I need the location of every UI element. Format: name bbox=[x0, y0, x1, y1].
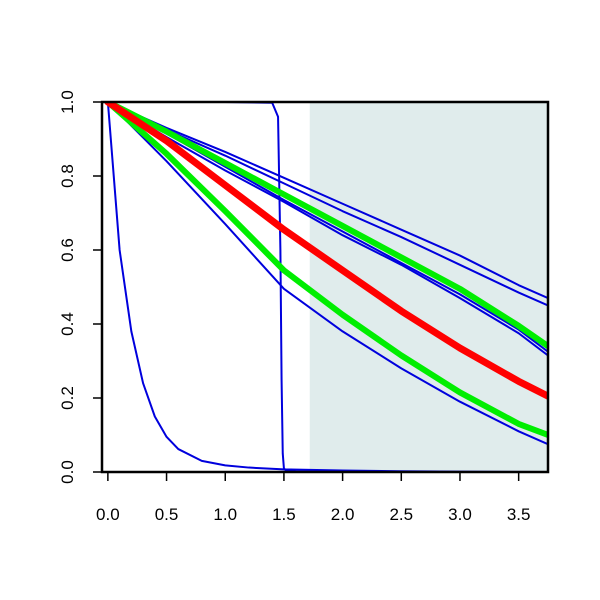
series-line-9 bbox=[104, 102, 548, 438]
y-tick-label-0: 0.0 bbox=[58, 460, 77, 484]
series-line-10 bbox=[104, 102, 548, 400]
y-tick-label-5: 1.0 bbox=[58, 90, 77, 114]
x-tick-label-3: 1.5 bbox=[272, 505, 296, 524]
series-line-4 bbox=[106, 102, 548, 357]
y-tick-label-1: 0.2 bbox=[58, 386, 77, 410]
series-line-3 bbox=[106, 102, 548, 446]
series-line-8 bbox=[104, 102, 548, 350]
x-tick-label-2: 1.0 bbox=[213, 505, 237, 524]
series-line-7 bbox=[106, 102, 548, 300]
x-tick-label-6: 3.0 bbox=[448, 505, 472, 524]
x-tick-label-5: 2.5 bbox=[389, 505, 413, 524]
shaded-region-layer bbox=[309, 102, 548, 472]
y-tick-label-4: 0.8 bbox=[58, 164, 77, 188]
x-tick-label-1: 0.5 bbox=[155, 505, 179, 524]
x-tick-label-0: 0.0 bbox=[96, 505, 120, 524]
y-tick-label-2: 0.4 bbox=[58, 312, 77, 336]
plot-frame bbox=[100, 100, 550, 474]
series-line-6 bbox=[106, 102, 548, 307]
x-tick-label-7: 3.5 bbox=[507, 505, 531, 524]
y-axis: 0.0 0.2 0.4 0.6 0.8 1.0 bbox=[58, 90, 102, 484]
x-tick-label-4: 2.0 bbox=[331, 505, 355, 524]
shaded-region bbox=[309, 102, 548, 472]
x-axis: 0.0 0.5 1.0 1.5 2.0 2.5 3.0 3.5 bbox=[96, 472, 530, 524]
y-tick-label-3: 0.6 bbox=[58, 238, 77, 262]
